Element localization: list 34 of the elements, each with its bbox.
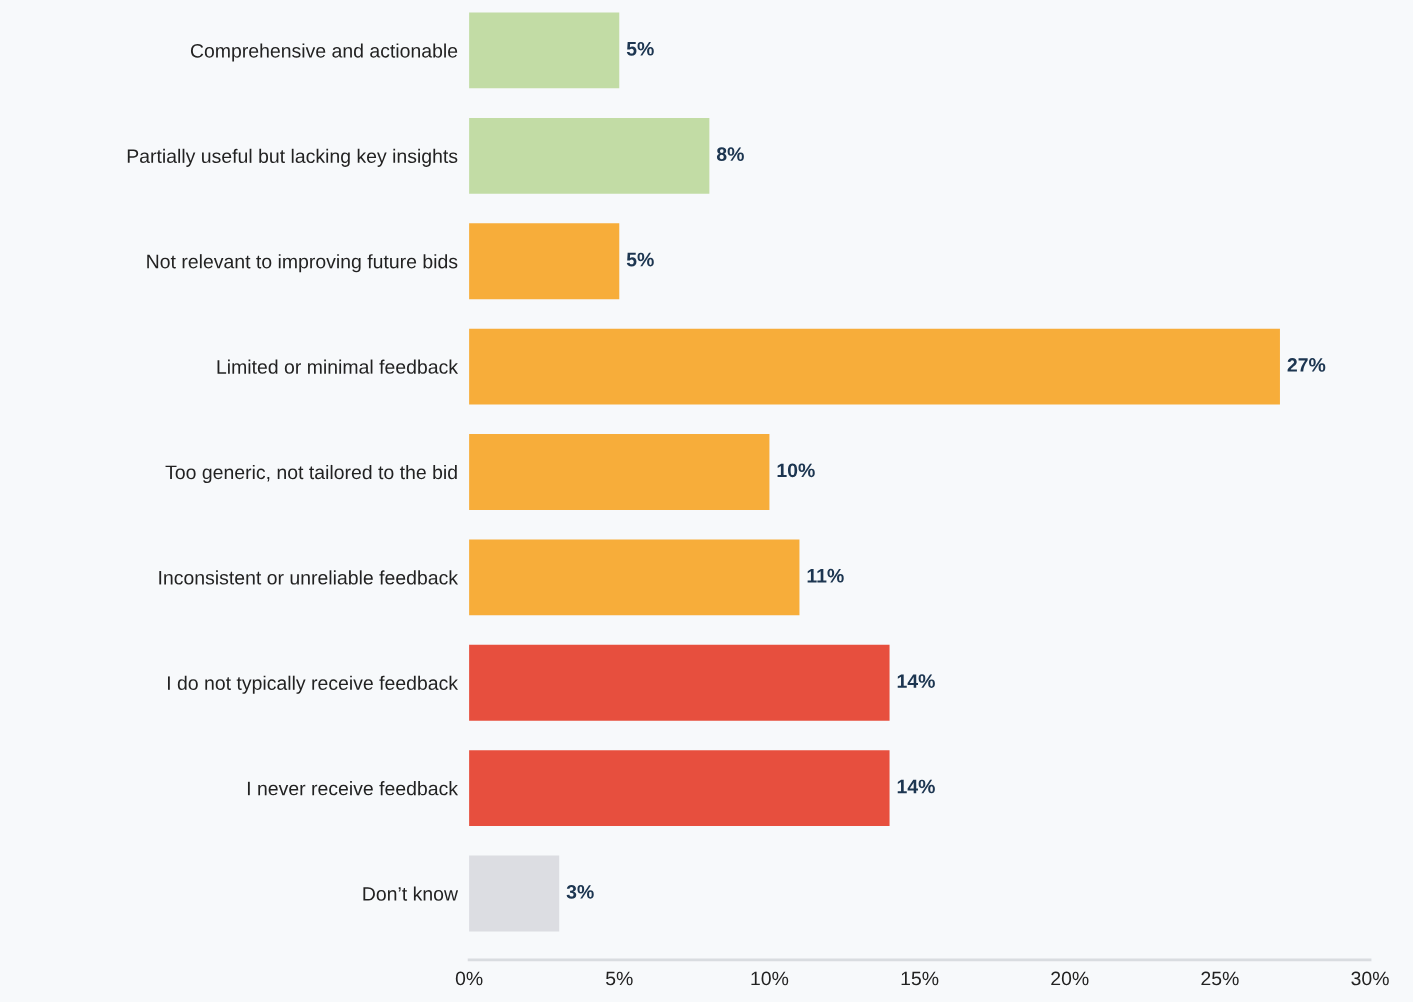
y-tick-label: Comprehensive and actionable xyxy=(190,43,458,62)
data-label: 11% xyxy=(807,568,844,583)
bar xyxy=(469,855,560,932)
x-tick-label: 15% xyxy=(901,971,939,986)
bar xyxy=(469,12,620,89)
data-label: 14% xyxy=(897,674,935,688)
y-tick-label: Too generic, not tailored to the bid xyxy=(165,464,457,484)
y-tick-label: Not relevant to improving future bids xyxy=(147,254,458,273)
x-tick-label: 25% xyxy=(1201,971,1239,986)
y-tick-label: Limited or minimal feedback xyxy=(217,359,459,374)
y-tick-label: I do not typically receive feedback xyxy=(167,675,459,694)
x-tick-label: 0% xyxy=(455,971,483,986)
y-tick-label: Inconsistent or unreliable feedback xyxy=(159,570,459,585)
y-tick-label: Partially useful but lacking key insights xyxy=(127,148,458,167)
bar xyxy=(469,750,890,827)
data-label: 8% xyxy=(716,147,744,162)
data-label: 10% xyxy=(777,463,815,478)
y-tick-label: I never receive feedback xyxy=(247,781,459,796)
bar xyxy=(469,223,620,300)
data-label: 27% xyxy=(1287,358,1326,372)
data-label: 3% xyxy=(566,884,594,899)
bar xyxy=(469,539,800,616)
data-label: 5% xyxy=(626,41,654,56)
data-label: 5% xyxy=(626,252,654,267)
bar xyxy=(469,117,710,194)
x-tick-label: 5% xyxy=(606,971,633,986)
bar xyxy=(469,644,890,721)
x-tick-label: 10% xyxy=(751,971,789,986)
data-label: 14% xyxy=(897,779,935,794)
x-tick-label: 30% xyxy=(1351,971,1389,986)
bar xyxy=(469,328,1280,405)
y-tick-label: Don’t know xyxy=(363,886,459,901)
x-tick-label: 20% xyxy=(1051,971,1089,986)
bar xyxy=(469,434,770,510)
